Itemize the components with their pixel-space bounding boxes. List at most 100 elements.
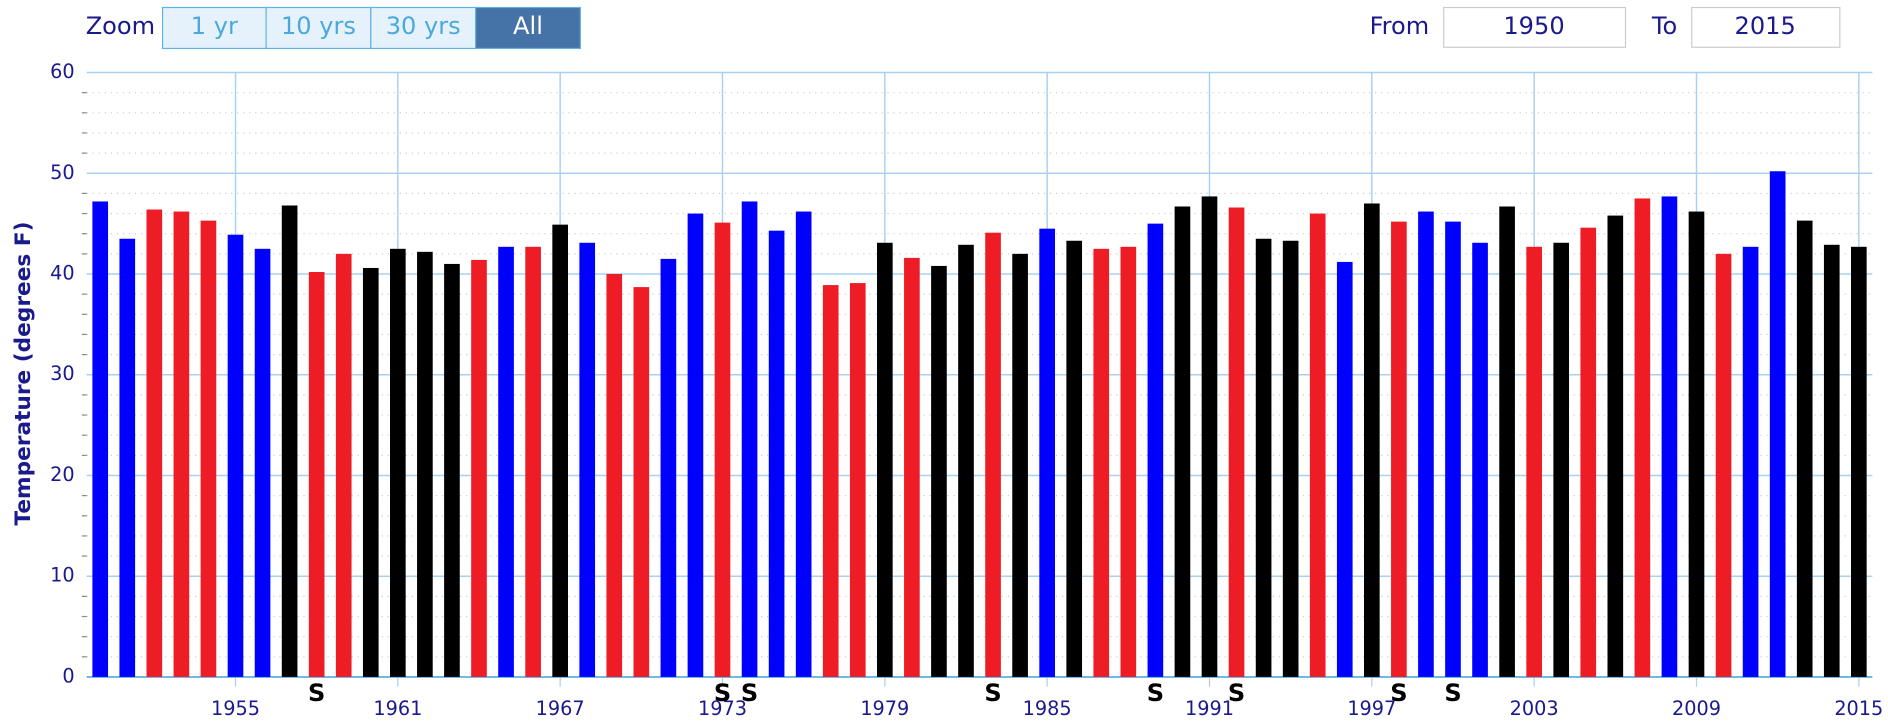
y-axis-label: Temperature (degrees F)	[11, 222, 36, 526]
x-tick-label: 2009	[1672, 697, 1721, 720]
bar	[931, 265, 947, 677]
x-tick-label: 2003	[1510, 697, 1559, 720]
bar	[362, 267, 379, 677]
zoom-button[interactable]	[370, 6, 477, 50]
bar	[768, 230, 785, 677]
x-tick-label: 1997	[1347, 697, 1396, 720]
bar	[660, 258, 677, 677]
bar	[606, 274, 623, 677]
bar	[200, 220, 217, 677]
bar	[1093, 248, 1110, 677]
bar	[1607, 215, 1624, 677]
bar	[1309, 213, 1326, 677]
bar	[1580, 227, 1597, 677]
bar	[1688, 211, 1705, 677]
bar	[1553, 242, 1570, 677]
x-tick-label: 2015	[1834, 697, 1883, 720]
bar	[1445, 221, 1461, 677]
bar	[254, 248, 271, 677]
bar	[1147, 223, 1164, 677]
zoom-button[interactable]	[475, 6, 581, 50]
y-tick-label: 0	[62, 664, 74, 687]
annotation: S	[741, 679, 758, 707]
bar	[1742, 246, 1759, 677]
bar	[335, 253, 352, 677]
y-tick-label: 30	[50, 362, 75, 385]
zoom-button-label[interactable]: All	[513, 12, 543, 40]
annotation: S	[1390, 679, 1407, 707]
zoom-button-label[interactable]: 30 yrs	[386, 12, 461, 40]
annotation: S	[308, 679, 325, 707]
bar	[552, 224, 568, 677]
zoom-button-label[interactable]: 10 yrs	[281, 12, 356, 40]
y-tick-label: 40	[50, 262, 75, 285]
bar	[1201, 196, 1218, 677]
to-input[interactable]	[1691, 6, 1841, 48]
x-tick-label: 1967	[536, 697, 585, 720]
bar	[1012, 253, 1028, 677]
to-label: To	[1651, 12, 1677, 40]
bar	[1661, 196, 1678, 677]
bar	[904, 257, 920, 677]
bar	[958, 244, 974, 677]
bar	[1282, 240, 1299, 677]
annotation: S	[1444, 679, 1461, 707]
bar	[795, 211, 812, 677]
bar	[1363, 203, 1380, 677]
zoom-button[interactable]	[161, 6, 267, 50]
bar	[308, 271, 325, 677]
bar	[498, 246, 514, 677]
from-label: From	[1370, 12, 1430, 40]
bar	[390, 248, 406, 677]
bar	[525, 246, 541, 677]
bar	[1228, 207, 1245, 677]
to-value[interactable]: 2015	[1735, 12, 1796, 40]
bar	[227, 234, 244, 677]
bar	[119, 238, 136, 677]
from-value[interactable]: 1950	[1503, 12, 1564, 40]
x-tick-label: 1985	[1023, 697, 1072, 720]
bar	[1850, 246, 1867, 677]
annotation: S	[1228, 679, 1245, 707]
bar	[1418, 211, 1434, 677]
from-input[interactable]	[1443, 6, 1627, 48]
zoom-label: Zoom	[86, 12, 155, 40]
bar	[633, 287, 650, 677]
bar	[1391, 221, 1407, 677]
x-tick-label: 1973	[698, 697, 747, 720]
zoom-buttons: 1 yr 10 yrs 30 yrs All	[161, 6, 581, 50]
bar	[714, 222, 731, 677]
annotation: S	[1147, 679, 1164, 707]
y-tick-label: 50	[50, 161, 75, 184]
bar	[985, 232, 1001, 677]
bar	[849, 283, 866, 677]
bar	[1039, 228, 1055, 677]
bar	[579, 242, 596, 677]
x-tick-label: 1979	[860, 697, 909, 720]
bar	[146, 209, 163, 677]
bar	[471, 259, 487, 677]
bar	[1823, 244, 1840, 677]
annotation: S	[984, 679, 1001, 707]
bar	[1336, 261, 1353, 677]
bar	[173, 211, 190, 677]
y-tick-label: 60	[50, 60, 75, 83]
y-tick-label: 10	[50, 564, 75, 587]
zoom-button[interactable]	[265, 6, 372, 50]
bar	[1499, 206, 1515, 677]
y-tick-label: 20	[50, 463, 75, 486]
bar	[417, 251, 433, 677]
annotation: S	[714, 679, 731, 707]
bar	[1472, 242, 1488, 677]
bar	[1634, 198, 1651, 677]
bar	[877, 242, 893, 677]
x-tick-label: 1991	[1185, 697, 1234, 720]
bar	[92, 201, 109, 677]
bar	[1796, 220, 1813, 677]
bar	[1120, 246, 1137, 677]
x-tick-label: 1961	[373, 697, 422, 720]
bar	[1715, 253, 1732, 677]
zoom-button-label[interactable]: 1 yr	[191, 12, 238, 40]
